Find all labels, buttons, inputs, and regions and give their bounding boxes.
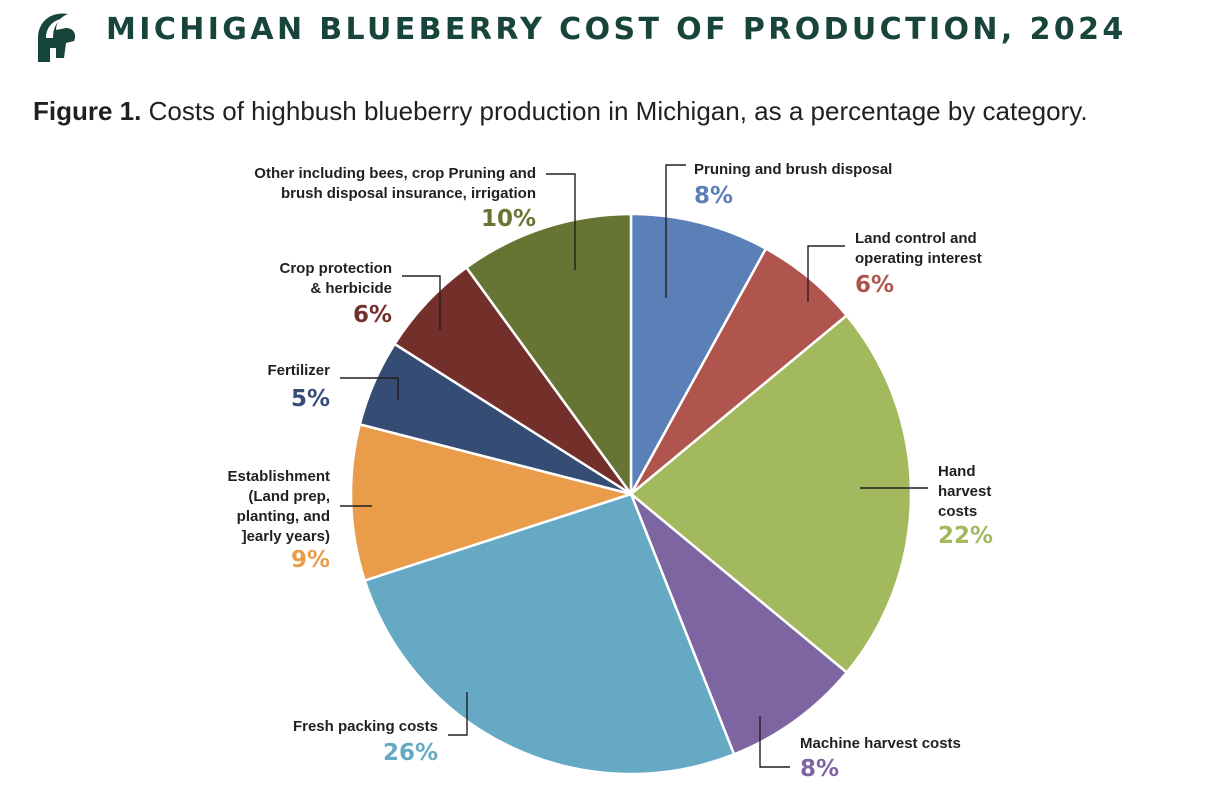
slice-label-fertilizer: Fertilizer xyxy=(267,362,330,379)
pie-slice-establishment-land-prep-planting-and-early-years xyxy=(349,423,633,582)
pie-slices xyxy=(349,212,913,776)
slice-percent-crop-protection-herbicide: 6% xyxy=(353,302,392,328)
leader-line-fresh-packing-costs xyxy=(448,692,468,736)
pie-slice-hand-harvest-costs xyxy=(629,314,913,674)
slice-label-hand-harvest-costs: Hand harvest costs xyxy=(938,463,991,520)
page-title: MICHIGAN BLUEBERRY COST OF PRODUCTION, 2… xyxy=(106,12,1127,47)
pie-slice-pruning-and-brush-disposal xyxy=(629,212,768,496)
leader-line-fertilizer xyxy=(340,377,399,400)
slice-percent-fresh-packing-costs: 26% xyxy=(383,740,438,766)
figure-number: Figure 1. xyxy=(33,96,142,126)
slice-percent-hand-harvest-costs: 22% xyxy=(938,523,993,549)
slice-label-machine-harvest-costs: Machine harvest costs xyxy=(800,735,961,752)
leader-lines xyxy=(340,164,928,768)
slice-percent-other-including-bees-crop-pruning-and-brush-disposal-insurance-irrigation: 10% xyxy=(481,206,536,232)
slice-label-crop-protection-herbicide: Crop protection & herbicide xyxy=(280,260,393,297)
slice-percent-land-control-and-operating-interest: 6% xyxy=(855,272,894,298)
leader-line-land-control-and-operating-interest xyxy=(807,245,845,302)
leader-line-crop-protection-herbicide xyxy=(402,275,441,330)
pie-slice-other-including-bees-crop-pruning-and-brush-disposal-insurance-irrigation xyxy=(465,212,633,496)
leader-line-pruning-and-brush-disposal xyxy=(665,164,686,298)
slice-label-land-control-and-operating-interest: Land control and operating interest xyxy=(855,230,982,267)
slice-labels: Pruning and brush disposal 8% Land control… xyxy=(227,161,993,782)
slice-label-establishment-land-prep-planting-and-early-years: Establishment (Land prep, planting, and]ea… xyxy=(227,468,330,545)
slice-label-fresh-packing-costs: Fresh packing costs xyxy=(293,718,438,735)
figure-caption-text: Costs of highbush blueberry production i… xyxy=(148,96,1088,126)
spartan-helmet-icon xyxy=(38,13,76,63)
slice-label-pruning-and-brush-disposal: Pruning and brush disposal xyxy=(694,161,892,178)
slice-label-other-including-bees-crop-pruning-and-brush-disposal-insurance-irrigation: Other including bees, crop Pruning and br… xyxy=(254,165,536,202)
slice-percent-fertilizer: 5% xyxy=(291,386,330,412)
slice-percent-pruning-and-brush-disposal: 8% xyxy=(694,183,733,209)
slice-percent-machine-harvest-costs: 8% xyxy=(800,756,839,782)
pie-slice-fresh-packing-costs xyxy=(363,492,736,776)
leader-line-machine-harvest-costs xyxy=(759,716,790,768)
pie-slice-machine-harvest-costs xyxy=(629,492,848,756)
leader-line-other-including-bees-crop-pruning-and-brush-disposal-insurance-irrigation xyxy=(546,173,576,270)
slice-percent-establishment-land-prep-planting-and-early-years: 9% xyxy=(291,547,330,573)
figure-caption: Figure 1. Costs of highbush blueberry pr… xyxy=(33,96,1088,127)
